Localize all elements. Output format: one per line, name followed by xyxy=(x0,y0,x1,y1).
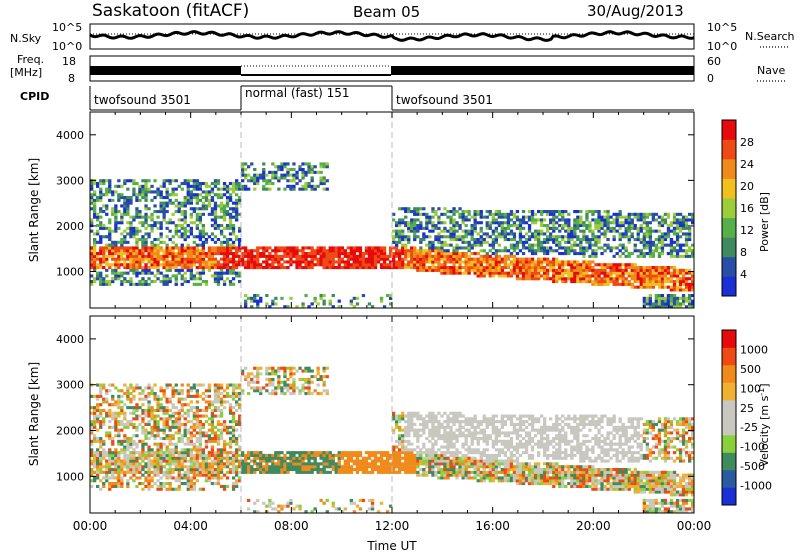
y-tick-label: 2000 xyxy=(56,220,84,233)
colorbar-tick-label: 4 xyxy=(740,268,747,281)
power-ylabel: Slant Range [km] xyxy=(27,158,41,262)
colorbar-swatch xyxy=(722,178,736,199)
station-title: Saskatoon (fitACF) xyxy=(92,1,249,21)
velocity-colorbar-label: Velocity [m s-1] xyxy=(757,383,771,466)
noise-right-tick-bottom: 10^0 xyxy=(707,40,737,53)
colorbar-tick-label: -100 xyxy=(740,441,765,454)
date-title: 30/Aug/2013 xyxy=(587,2,684,20)
freq-left-tick-top: 18 xyxy=(62,55,76,68)
velocity-colorbar: 1000 500 100 25 -25 -100 -500 -1000 xyxy=(721,329,772,506)
cpid-segment-label: normal (fast) 151 xyxy=(245,86,349,100)
y-tick-label: 1000 xyxy=(56,266,84,279)
power-colorbar: 28 24 20 16 12 8 4 xyxy=(721,119,754,297)
x-tick-label: 20:00 xyxy=(576,519,611,533)
noise-left-tick-bottom: 10^0 xyxy=(52,40,82,53)
colorbar-tick-label: 1000 xyxy=(740,343,768,356)
freq-left-tick-bottom: 8 xyxy=(68,72,75,85)
colorbar-swatch xyxy=(722,237,736,258)
x-tick-label: 00:00 xyxy=(73,519,108,533)
colorbar-tick-label: -500 xyxy=(740,460,765,473)
colorbar-swatch xyxy=(722,347,736,366)
colorbar-swatch xyxy=(722,276,736,297)
noise-sky-label: N.Sky xyxy=(10,32,42,45)
noise-left-tick-top: 10^5 xyxy=(52,21,82,34)
power-colorbar-label: Power [dB] xyxy=(758,192,771,252)
colorbar-swatch xyxy=(722,417,736,436)
noise-panel: N.Sky 10^5 10^0 10^5 10^0 N.Search xyxy=(10,21,795,53)
freq-label-bottom: [MHz] xyxy=(10,66,42,79)
colorbar-swatch xyxy=(722,365,736,383)
colorbar-tick-label: -25 xyxy=(740,421,758,434)
colorbar-swatch xyxy=(722,435,736,453)
colorbar-swatch xyxy=(722,487,736,506)
colorbar-swatch xyxy=(722,452,736,471)
cpid-label: CPID xyxy=(20,90,49,103)
colorbar-tick-label: 28 xyxy=(740,136,754,149)
colorbar-tick-label: 24 xyxy=(740,158,754,171)
colorbar-tick-label: -1000 xyxy=(740,480,772,493)
y-tick-label: 4000 xyxy=(56,129,84,142)
x-axis-label: Time UT xyxy=(366,539,417,553)
power-panel: 1000 2000 3000 4000 Slant Range [km] xyxy=(27,111,695,309)
cpid-row: CPID twofsound 3501 normal (fast) 151 twof… xyxy=(20,85,694,111)
colorbar-tick-label: 16 xyxy=(740,202,754,215)
velocity-panel: 1000 2000 3000 4000 00:00 04:00 08:00 12:00 16:0… xyxy=(27,315,712,553)
cpid-segment-label: twofsound 3501 xyxy=(396,93,493,107)
colorbar-swatch xyxy=(722,256,736,277)
y-tick-label: 2000 xyxy=(56,425,84,438)
noise-search-label: N.Search xyxy=(745,30,795,43)
colorbar-swatch xyxy=(722,470,736,488)
cpid-segment-label: twofsound 3501 xyxy=(94,93,191,107)
x-tick-label: 16:00 xyxy=(475,519,510,533)
y-tick-label: 1000 xyxy=(56,470,84,483)
x-tick-label: 00:00 xyxy=(677,519,712,533)
freq-label-top: Freq. xyxy=(17,53,44,66)
beam-title: Beam 05 xyxy=(353,3,420,21)
colorbar-swatch xyxy=(722,400,736,418)
colorbar-tick-label: 100 xyxy=(740,382,761,395)
colorbar-swatch xyxy=(722,217,736,238)
colorbar-tick-label: 500 xyxy=(740,363,761,376)
x-tick-label: 12:00 xyxy=(375,519,410,533)
noise-right-tick-top: 10^5 xyxy=(707,21,737,34)
y-tick-label: 3000 xyxy=(56,174,84,187)
colorbar-tick-label: 12 xyxy=(740,224,754,237)
colorbar-tick-label: 8 xyxy=(740,246,747,259)
nave-label: Nave xyxy=(757,64,785,77)
colorbar-tick-label: 20 xyxy=(740,180,754,193)
freq-right-tick-bottom: 0 xyxy=(707,72,714,85)
colorbar-swatch xyxy=(722,330,736,348)
x-tick-label: 04:00 xyxy=(173,519,208,533)
x-tick-label: 08:00 xyxy=(274,519,309,533)
velocity-ylabel: Slant Range [km] xyxy=(27,362,41,466)
colorbar-swatch xyxy=(722,382,736,401)
colorbar-swatch xyxy=(722,159,736,179)
y-tick-label: 4000 xyxy=(56,333,84,346)
freq-right-tick-top: 60 xyxy=(707,55,721,68)
y-tick-label: 3000 xyxy=(56,379,84,392)
frequency-panel: Freq. [MHz] 18 8 60 0 Nave xyxy=(10,53,785,85)
colorbar-swatch xyxy=(722,198,736,219)
colorbar-tick-label: 25 xyxy=(740,402,754,415)
colorbar-swatch xyxy=(722,139,736,160)
colorbar-swatch xyxy=(722,120,736,140)
